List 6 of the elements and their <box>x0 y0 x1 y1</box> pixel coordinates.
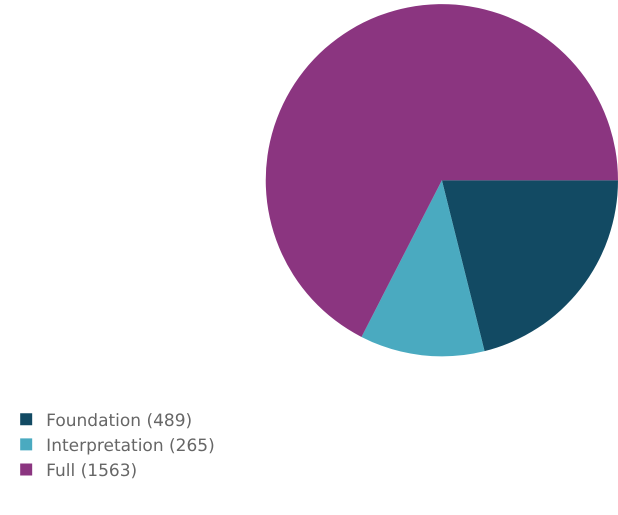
legend-label: Interpretation (265) <box>46 436 215 456</box>
pie-slice <box>361 180 485 356</box>
legend-label: Foundation (489) <box>46 410 192 431</box>
legend-label: Full (1563) <box>46 461 138 482</box>
pie-slice <box>442 180 618 352</box>
pie-slice <box>266 4 618 337</box>
